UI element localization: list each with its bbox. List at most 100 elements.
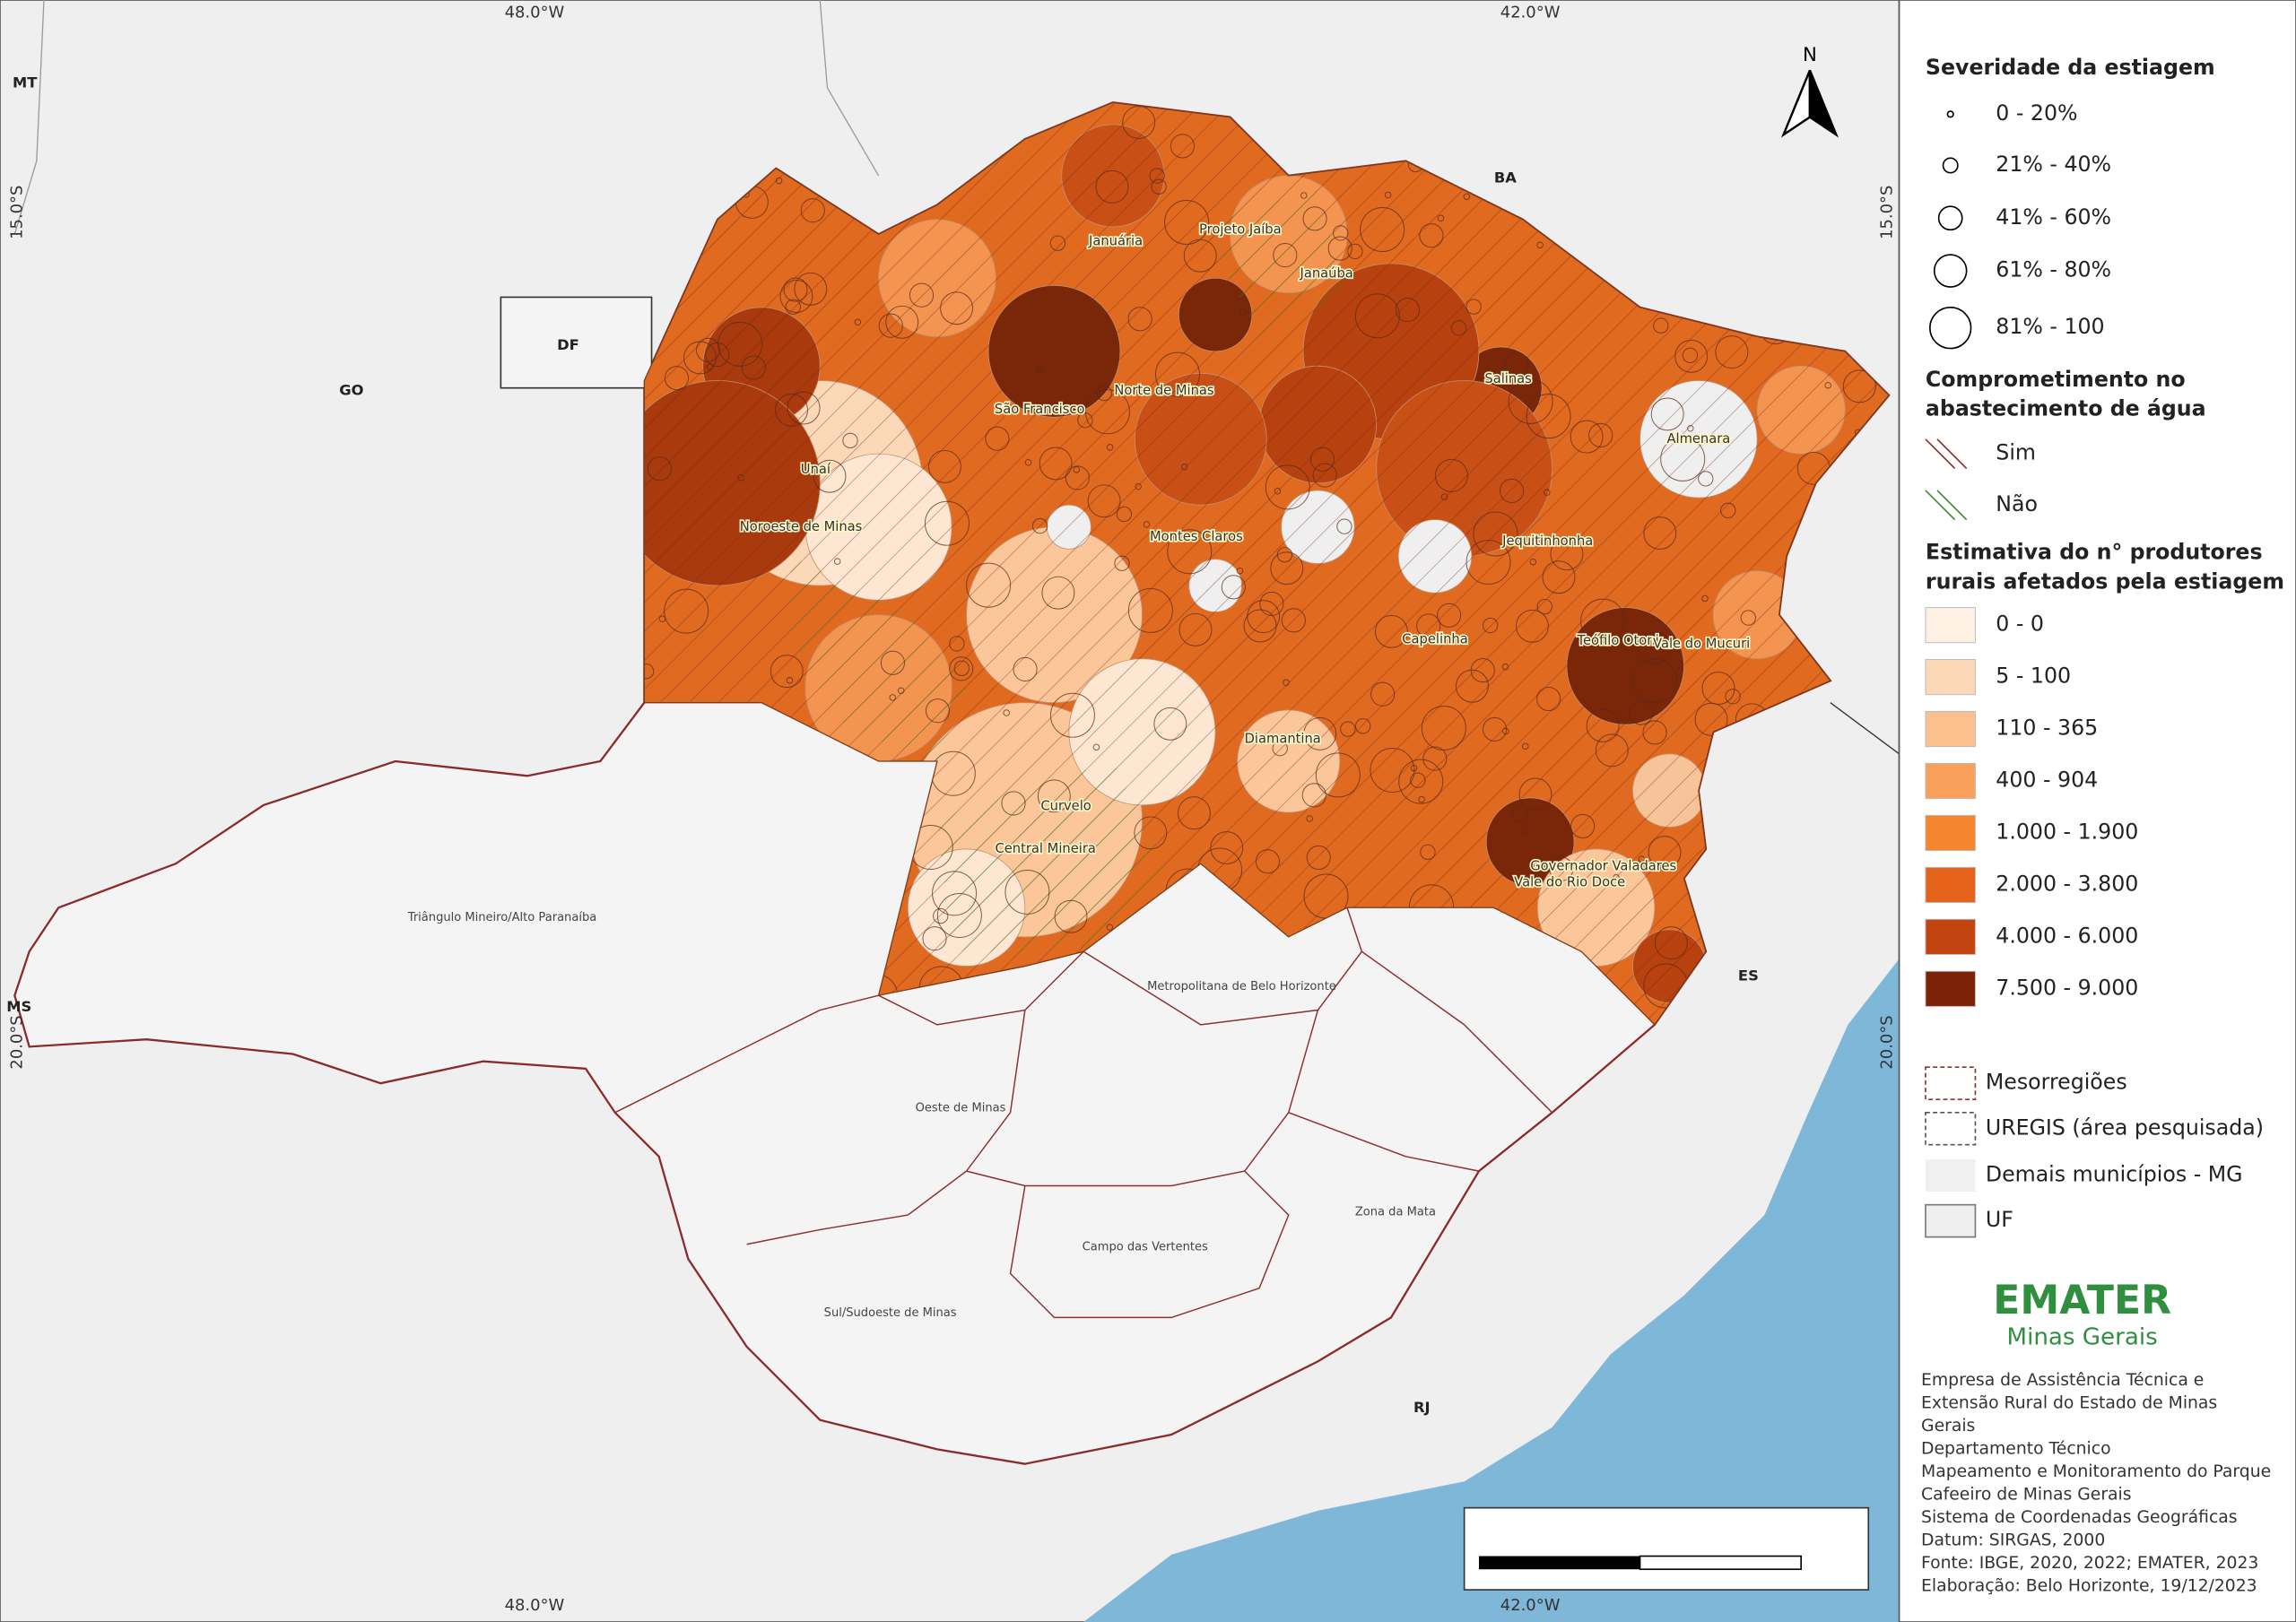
severity-circle — [1347, 243, 1363, 260]
severity-circle — [1178, 612, 1213, 646]
severity-circle — [1465, 540, 1511, 585]
severity-circle — [1526, 394, 1571, 439]
legend-text: 5 - 100 — [1996, 664, 2071, 689]
severity-circle — [1638, 855, 1646, 863]
severity-circle — [1842, 369, 1876, 403]
severity-circle — [770, 655, 804, 689]
severity-circle — [1024, 459, 1032, 466]
severity-circle — [1648, 836, 1682, 870]
legend-text: 1.000 - 1.900 — [1996, 819, 2138, 844]
uregis-label: Almenara — [1666, 431, 1730, 447]
severity-circle — [1450, 320, 1467, 336]
severity-circle — [1149, 168, 1165, 184]
severity-circle — [1013, 656, 1038, 681]
legend-text: Não — [1996, 491, 2038, 516]
severity-circle — [1049, 692, 1095, 738]
legend-hatch — [1936, 490, 1968, 521]
severity-circle — [775, 177, 783, 185]
legend-text: 21% - 40% — [1996, 152, 2111, 177]
severity-circle — [783, 277, 808, 302]
legend-text: 7.500 - 9.000 — [1996, 975, 2138, 1000]
severity-circle — [1483, 716, 1508, 742]
severity-circle — [1518, 777, 1552, 811]
severity-circle — [1041, 576, 1075, 610]
uregis-label: São Francisco — [995, 402, 1085, 417]
severity-circle — [1632, 658, 1678, 704]
severity-circle — [1650, 397, 1684, 431]
severity-circle — [1715, 335, 1749, 369]
severity-circle — [1306, 815, 1313, 822]
hatch-nao — [790, 556, 967, 761]
severity-circle — [1536, 241, 1544, 249]
severity-circle — [664, 588, 709, 634]
graticule-label: 15.0°S — [1877, 186, 1896, 239]
severity-circle — [1092, 743, 1100, 751]
severity-circle — [1570, 420, 1604, 454]
severity-circle — [1273, 243, 1298, 268]
uregis-area — [644, 102, 1890, 1025]
severity-circle — [833, 558, 841, 565]
severity-circle — [1470, 658, 1495, 683]
severity-circle — [658, 615, 666, 622]
legend-circle — [1929, 307, 1972, 350]
severity-circle — [1682, 347, 1699, 363]
legend-swatch — [1925, 607, 1976, 644]
severity-circle — [1036, 366, 1043, 374]
severity-circle — [1274, 488, 1282, 495]
mesoregion-label: Oeste de Minas — [916, 1101, 1006, 1115]
legend-swatch — [1925, 1203, 1977, 1238]
severity-circle — [1522, 742, 1529, 750]
severity-circle — [1095, 169, 1129, 204]
severity-circle — [706, 363, 714, 370]
severity-circle — [1586, 708, 1620, 742]
state-label: MS — [6, 998, 31, 1015]
severity-circle — [940, 291, 974, 325]
legend-text: UREGIS (área pesquisada) — [1986, 1115, 2264, 1140]
severity-circle — [932, 871, 978, 916]
severity-circle — [1243, 609, 1277, 643]
severity-circle — [1687, 425, 1694, 432]
severity-circle — [1643, 516, 1677, 551]
severity-circle — [1824, 381, 1831, 389]
severity-circle — [1720, 502, 1736, 518]
severity-circle — [878, 313, 903, 338]
severity-circle — [1065, 465, 1090, 490]
severity-circle — [1303, 716, 1337, 750]
severity-circle — [1001, 791, 1026, 816]
severity-circle — [664, 366, 690, 391]
uregis-label: Governador Valadares — [1530, 859, 1676, 874]
severity-circle — [1374, 614, 1408, 648]
severity-circle — [1221, 575, 1246, 600]
state-label: ES — [1738, 967, 1759, 984]
severity-circle — [775, 393, 808, 427]
legend-text: 0 - 0 — [1996, 612, 2044, 637]
mesoregion-lines — [614, 907, 1553, 1319]
ocean — [1083, 958, 1900, 1622]
severity-circle — [1536, 598, 1552, 615]
severity-circle — [1440, 493, 1448, 500]
severity-circle — [737, 473, 744, 481]
severity-circle — [794, 272, 828, 306]
severity-circle — [885, 305, 919, 339]
severity-circle — [1529, 558, 1537, 566]
uregis-label: Vale do Rio Doce — [1514, 875, 1625, 890]
credit-line: Departamento Técnico — [1921, 1440, 2111, 1459]
credit-line: Empresa de Assistência Técnica e — [1921, 1371, 2204, 1390]
uregis-label: Central Mineira — [996, 841, 1096, 856]
severity-circle — [953, 660, 970, 676]
uregis-label: Januária — [1088, 233, 1143, 248]
legend-swatch — [1925, 659, 1976, 696]
severity-circle — [1419, 223, 1444, 248]
severity-circle — [1416, 613, 1441, 638]
severity-circle — [1420, 844, 1436, 861]
severity-circle — [1127, 587, 1173, 633]
severity-circle — [787, 391, 821, 425]
severity-circle — [1255, 849, 1280, 874]
severity-circle — [1333, 225, 1349, 241]
severity-circle — [1164, 199, 1210, 245]
severity-circle — [1077, 412, 1093, 429]
severity-circle — [1135, 482, 1142, 490]
severity-circle — [1613, 873, 1620, 881]
severity-circle — [985, 426, 1010, 451]
